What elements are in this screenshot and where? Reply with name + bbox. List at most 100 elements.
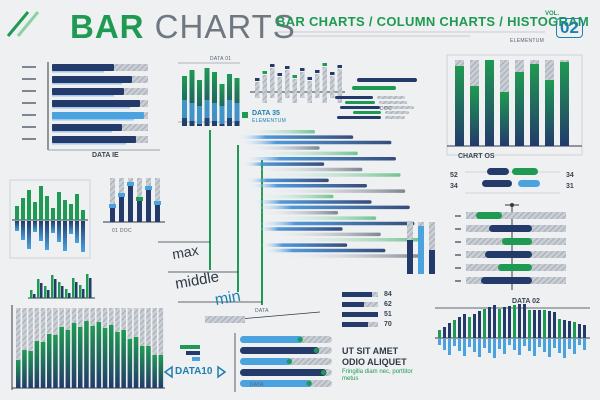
column-cap (322, 63, 327, 66)
histogram-up (468, 317, 471, 338)
column-down (21, 221, 25, 240)
histogram-bar (90, 326, 95, 388)
histogram-down (518, 339, 521, 355)
row-bar-rest (379, 101, 407, 104)
stack-bar (342, 322, 368, 327)
panel-vertical-sliders (103, 178, 165, 223)
label-01-doc: 01 DOC (112, 228, 132, 234)
column-down (63, 221, 67, 251)
row-bar (240, 380, 312, 387)
histogram-down (558, 339, 561, 353)
hatched-column (277, 77, 282, 92)
slider-knob (109, 204, 116, 208)
mini-track (429, 222, 435, 274)
cluster-bar (65, 289, 68, 298)
streak-bar (244, 173, 401, 177)
row-dot (306, 381, 312, 386)
column (219, 84, 225, 126)
histogram-bar (34, 341, 40, 388)
hatched-column (322, 67, 327, 92)
column-down (57, 221, 61, 242)
histogram-up (438, 330, 441, 338)
slider-knob (145, 186, 152, 190)
hatched-column (330, 76, 335, 92)
column-up (69, 204, 73, 220)
side-number-left-1: 52 (450, 172, 458, 179)
lorem-line-1: UT SIT AMET (342, 346, 399, 356)
cluster-bar (30, 290, 33, 298)
panel-histogram-bottom-right (435, 304, 590, 358)
column-down (45, 221, 49, 250)
row-bar (357, 78, 417, 82)
cluster-bar (72, 278, 75, 298)
column-base (182, 100, 187, 118)
histogram-up (518, 304, 521, 338)
row-tick (455, 254, 461, 256)
column-base (227, 100, 232, 118)
histogram-up (463, 314, 466, 338)
label-data-bottom: DATA (250, 382, 264, 388)
streak-bar (259, 238, 419, 242)
capsule (518, 180, 540, 187)
histogram-up (458, 317, 461, 338)
histogram-up (538, 310, 541, 338)
cluster-bar (86, 274, 89, 298)
label-elementum-small: ELEMENTUM (252, 118, 287, 124)
histogram-track (16, 308, 21, 388)
column-base (234, 103, 240, 121)
column-cap (307, 77, 312, 80)
slider-knob (136, 197, 143, 201)
hatched-column-down (292, 92, 297, 103)
histogram-down (533, 339, 536, 356)
row-bar (240, 369, 327, 376)
streak-bar (245, 178, 329, 183)
column (560, 62, 569, 146)
histogram-bar (47, 334, 52, 388)
histogram-down (503, 339, 506, 354)
column-base (212, 103, 217, 121)
histogram-up (543, 310, 546, 338)
hatched-column (255, 82, 260, 92)
hatched-column (315, 74, 320, 92)
label-data-ie: DATA IE (92, 152, 119, 159)
row-tick (22, 102, 36, 104)
histogram-down (438, 339, 441, 345)
column (204, 68, 210, 126)
histogram-up (558, 319, 561, 338)
streak-bar (262, 254, 424, 258)
row-dot (286, 359, 292, 364)
panel-row-bars-top (335, 78, 417, 119)
bar (498, 264, 532, 271)
streak-bar (235, 130, 315, 134)
bar-underline (52, 131, 112, 133)
panel-histogram-bottom-left (11, 305, 165, 390)
header-decoration (6, 11, 545, 37)
bar-track (466, 212, 566, 219)
histogram-up (523, 304, 526, 338)
histogram-bar (133, 337, 139, 388)
row-tick (455, 228, 461, 230)
bar-underline (52, 83, 122, 85)
histogram-down (478, 339, 481, 357)
cluster-bar (51, 275, 54, 298)
panel-capsule-bars (465, 168, 560, 194)
column (470, 86, 479, 146)
streak-bar (250, 200, 372, 204)
column-up (27, 190, 31, 220)
label-data-35: DATA 35 (252, 110, 280, 117)
column-down (27, 221, 31, 249)
cluster-bar (44, 286, 47, 298)
column-up (21, 198, 25, 220)
column-up (39, 186, 43, 220)
hatched-column-down (285, 92, 290, 98)
histogram-track (158, 308, 164, 388)
bar-underline (52, 143, 126, 145)
histogram-down (543, 339, 546, 352)
column-up (63, 200, 67, 220)
bar (52, 88, 124, 95)
column (455, 66, 464, 146)
lorem-line-3: Fringilla diam nec, porttitor metus (342, 369, 413, 382)
column-down (33, 221, 37, 232)
slider-fill (119, 197, 124, 222)
row-tick (22, 66, 36, 68)
